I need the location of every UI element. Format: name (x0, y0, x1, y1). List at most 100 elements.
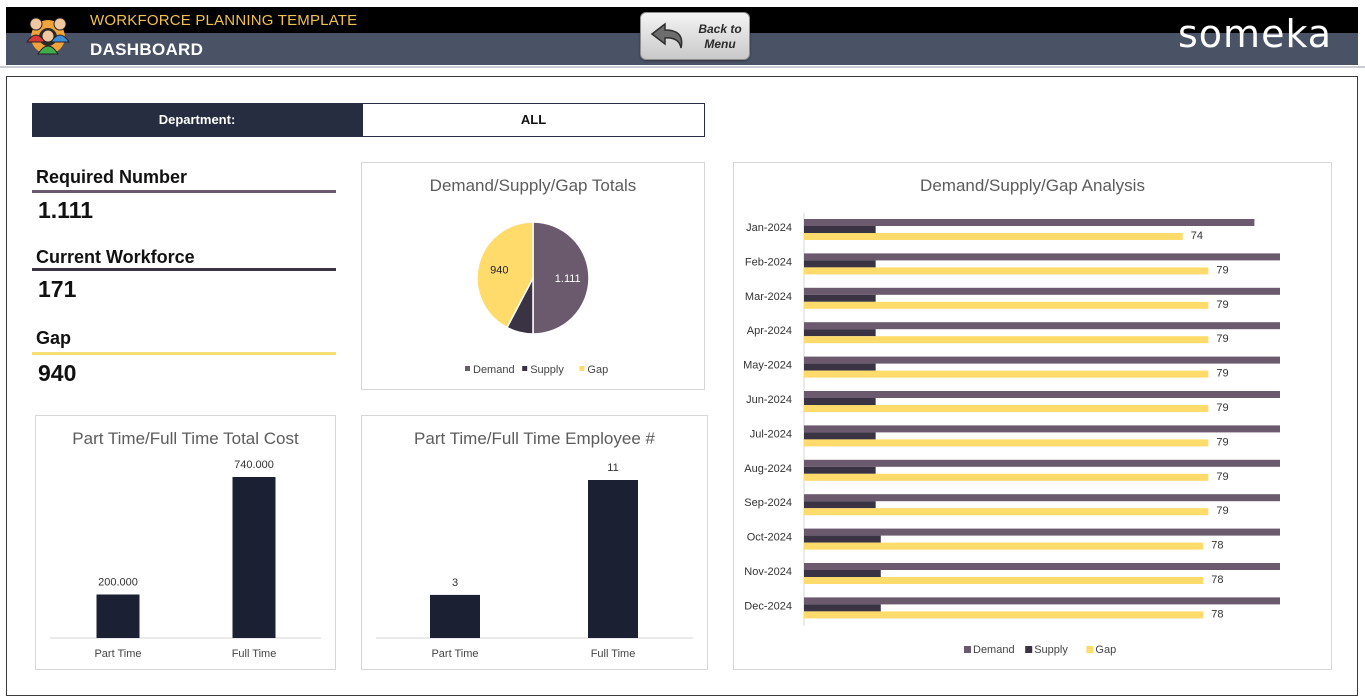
analysis-bar-gap (804, 405, 1209, 412)
analysis-bar-gap (804, 336, 1209, 344)
someka-logo: someka (1178, 12, 1333, 56)
pie-label-gap: 940 (490, 265, 508, 277)
bar-full-time (588, 480, 638, 638)
kpi-workforce-label: Current Workforce (36, 247, 195, 267)
analysis-bar-demand (804, 391, 1280, 398)
department-select[interactable]: ALL (362, 103, 705, 137)
analysis-bar-gap (804, 370, 1209, 378)
analysis-gap-label: 79 (1216, 368, 1228, 380)
pie-legend-supply: Supply (530, 364, 564, 376)
kpi-workforce-rule (32, 268, 336, 271)
pie-legend-swatch-supply (522, 366, 528, 371)
analysis-legend-demand: Demand (973, 644, 1015, 656)
analysis-bar-demand (804, 563, 1280, 570)
pie-slice-demand (532, 221, 590, 335)
bar-full-time (232, 477, 276, 638)
kpi-gap-rule (32, 352, 336, 355)
analysis-category-label: Feb-2024 (745, 256, 792, 268)
analysis-bar-demand (804, 219, 1255, 226)
analysis-category-label: May-2024 (743, 360, 792, 372)
analysis-gap-label: 79 (1216, 299, 1228, 311)
analysis-category-label: Jun-2024 (746, 394, 792, 406)
bar-category-label: Part Time (431, 648, 478, 660)
app-header: WORKFORCE PLANNING TEMPLATE DASHBOARD Ba… (0, 0, 1365, 68)
analysis-bar-gap (804, 301, 1209, 309)
kpi-required-rule (32, 190, 336, 193)
bar-category-label: Full Time (232, 648, 277, 660)
employee-bar-chart: 3 Part Time 11 Full Time (376, 462, 693, 660)
pie-legend-swatch-demand (465, 366, 470, 371)
analysis-bar-supply (804, 501, 876, 509)
analysis-bar-supply (804, 294, 876, 302)
analysis-legend-swatch-supply (1025, 646, 1033, 653)
analysis-bar-demand (804, 322, 1280, 330)
analysis-legend-supply: Supply (1034, 644, 1068, 656)
analysis-gap-label: 79 (1216, 471, 1228, 483)
analysis-category-label: Jul-2024 (750, 428, 792, 440)
back-button-label: Back to Menu (693, 22, 747, 52)
back-to-menu-button[interactable]: Back to Menu (640, 12, 750, 60)
analysis-bar-chart: Jan-2024 74 Feb-2024 79 Mar-2024 79 Apr-2024 79… (743, 213, 1280, 656)
cost-chart-panel: Part Time/Full Time Total Cost 200.000 Pa… (35, 415, 336, 670)
analysis-bar-gap (804, 577, 1204, 584)
analysis-bar-demand (804, 356, 1280, 364)
analysis-bar-supply (804, 226, 876, 233)
analysis-bar-supply (804, 432, 876, 440)
analysis-category-label: Nov-2024 (744, 566, 792, 578)
employee-chart-panel: Part Time/Full Time Employee # 3 Part Tim… (361, 415, 708, 670)
team-gear-icon (26, 17, 70, 55)
analysis-bar-gap (804, 473, 1209, 481)
analysis-category-label: Oct-2024 (747, 532, 792, 544)
analysis-bar-demand (804, 528, 1280, 536)
bar-value-label: 3 (452, 577, 458, 589)
analysis-bar-gap (804, 267, 1209, 275)
bar-part-time (96, 594, 140, 638)
analysis-gap-label: 79 (1216, 402, 1228, 414)
kpi-gap-label: Gap (36, 328, 72, 348)
bar-value-label: 11 (607, 462, 618, 474)
bar-value-label: 200.000 (98, 576, 138, 588)
pie-label-demand: 1.111 (555, 273, 581, 285)
analysis-category-label: Sep-2024 (744, 497, 792, 509)
analysis-category-label: Jan-2024 (746, 222, 792, 234)
kpi-gap-value: 940 (38, 360, 77, 386)
page-title: DASHBOARD (90, 40, 204, 59)
kpi-required-label: Required Number (36, 167, 188, 187)
pie-legend-demand: Demand (473, 364, 515, 376)
analysis-bar-demand (804, 597, 1280, 605)
analysis-chart-panel: Demand/Supply/Gap Analysis Jan-2024 74 Feb… (733, 162, 1332, 670)
bar-value-label: 740.000 (234, 459, 274, 471)
analysis-bar-supply (804, 260, 876, 268)
analysis-bar-supply (804, 363, 876, 371)
bar-part-time (430, 594, 480, 638)
analysis-gap-label: 78 (1211, 540, 1223, 552)
analysis-gap-label: 79 (1216, 333, 1228, 345)
analysis-bar-gap (804, 439, 1209, 447)
header-divider (0, 66, 1365, 68)
analysis-category-label: Mar-2024 (745, 291, 792, 303)
department-label: Department: (32, 103, 362, 137)
analysis-category-label: Apr-2024 (747, 325, 792, 337)
analysis-legend-gap: Gap (1095, 644, 1116, 656)
bar-category-label: Part Time (94, 648, 141, 660)
analysis-gap-label: 78 (1211, 574, 1223, 586)
analysis-gap-label: 74 (1191, 230, 1203, 242)
pie-chart-panel: Demand/Supply/Gap Totals 1.111 940 Demand S… (361, 162, 705, 390)
analysis-bar-supply (804, 570, 881, 577)
analysis-category-label: Dec-2024 (744, 600, 792, 612)
analysis-bar-demand (804, 253, 1280, 261)
analysis-bar-demand (804, 494, 1280, 502)
back-arrow-icon (650, 22, 683, 49)
analysis-gap-label: 79 (1216, 436, 1228, 448)
cost-bar-chart: 200.000 Part Time 740.000 Full Time (50, 459, 321, 660)
analysis-bar-gap (804, 611, 1204, 619)
analysis-bar-supply (804, 535, 881, 543)
kpi-workforce-value: 171 (38, 276, 77, 302)
analysis-gap-label: 78 (1211, 608, 1223, 620)
analysis-bar-gap (804, 542, 1204, 550)
analysis-bar-demand (804, 425, 1280, 433)
analysis-legend-swatch-demand (964, 646, 971, 653)
analysis-bar-demand (804, 287, 1280, 295)
analysis-legend-swatch-gap (1086, 646, 1094, 653)
employee-chart-title: Part Time/Full Time Employee # (414, 429, 655, 448)
